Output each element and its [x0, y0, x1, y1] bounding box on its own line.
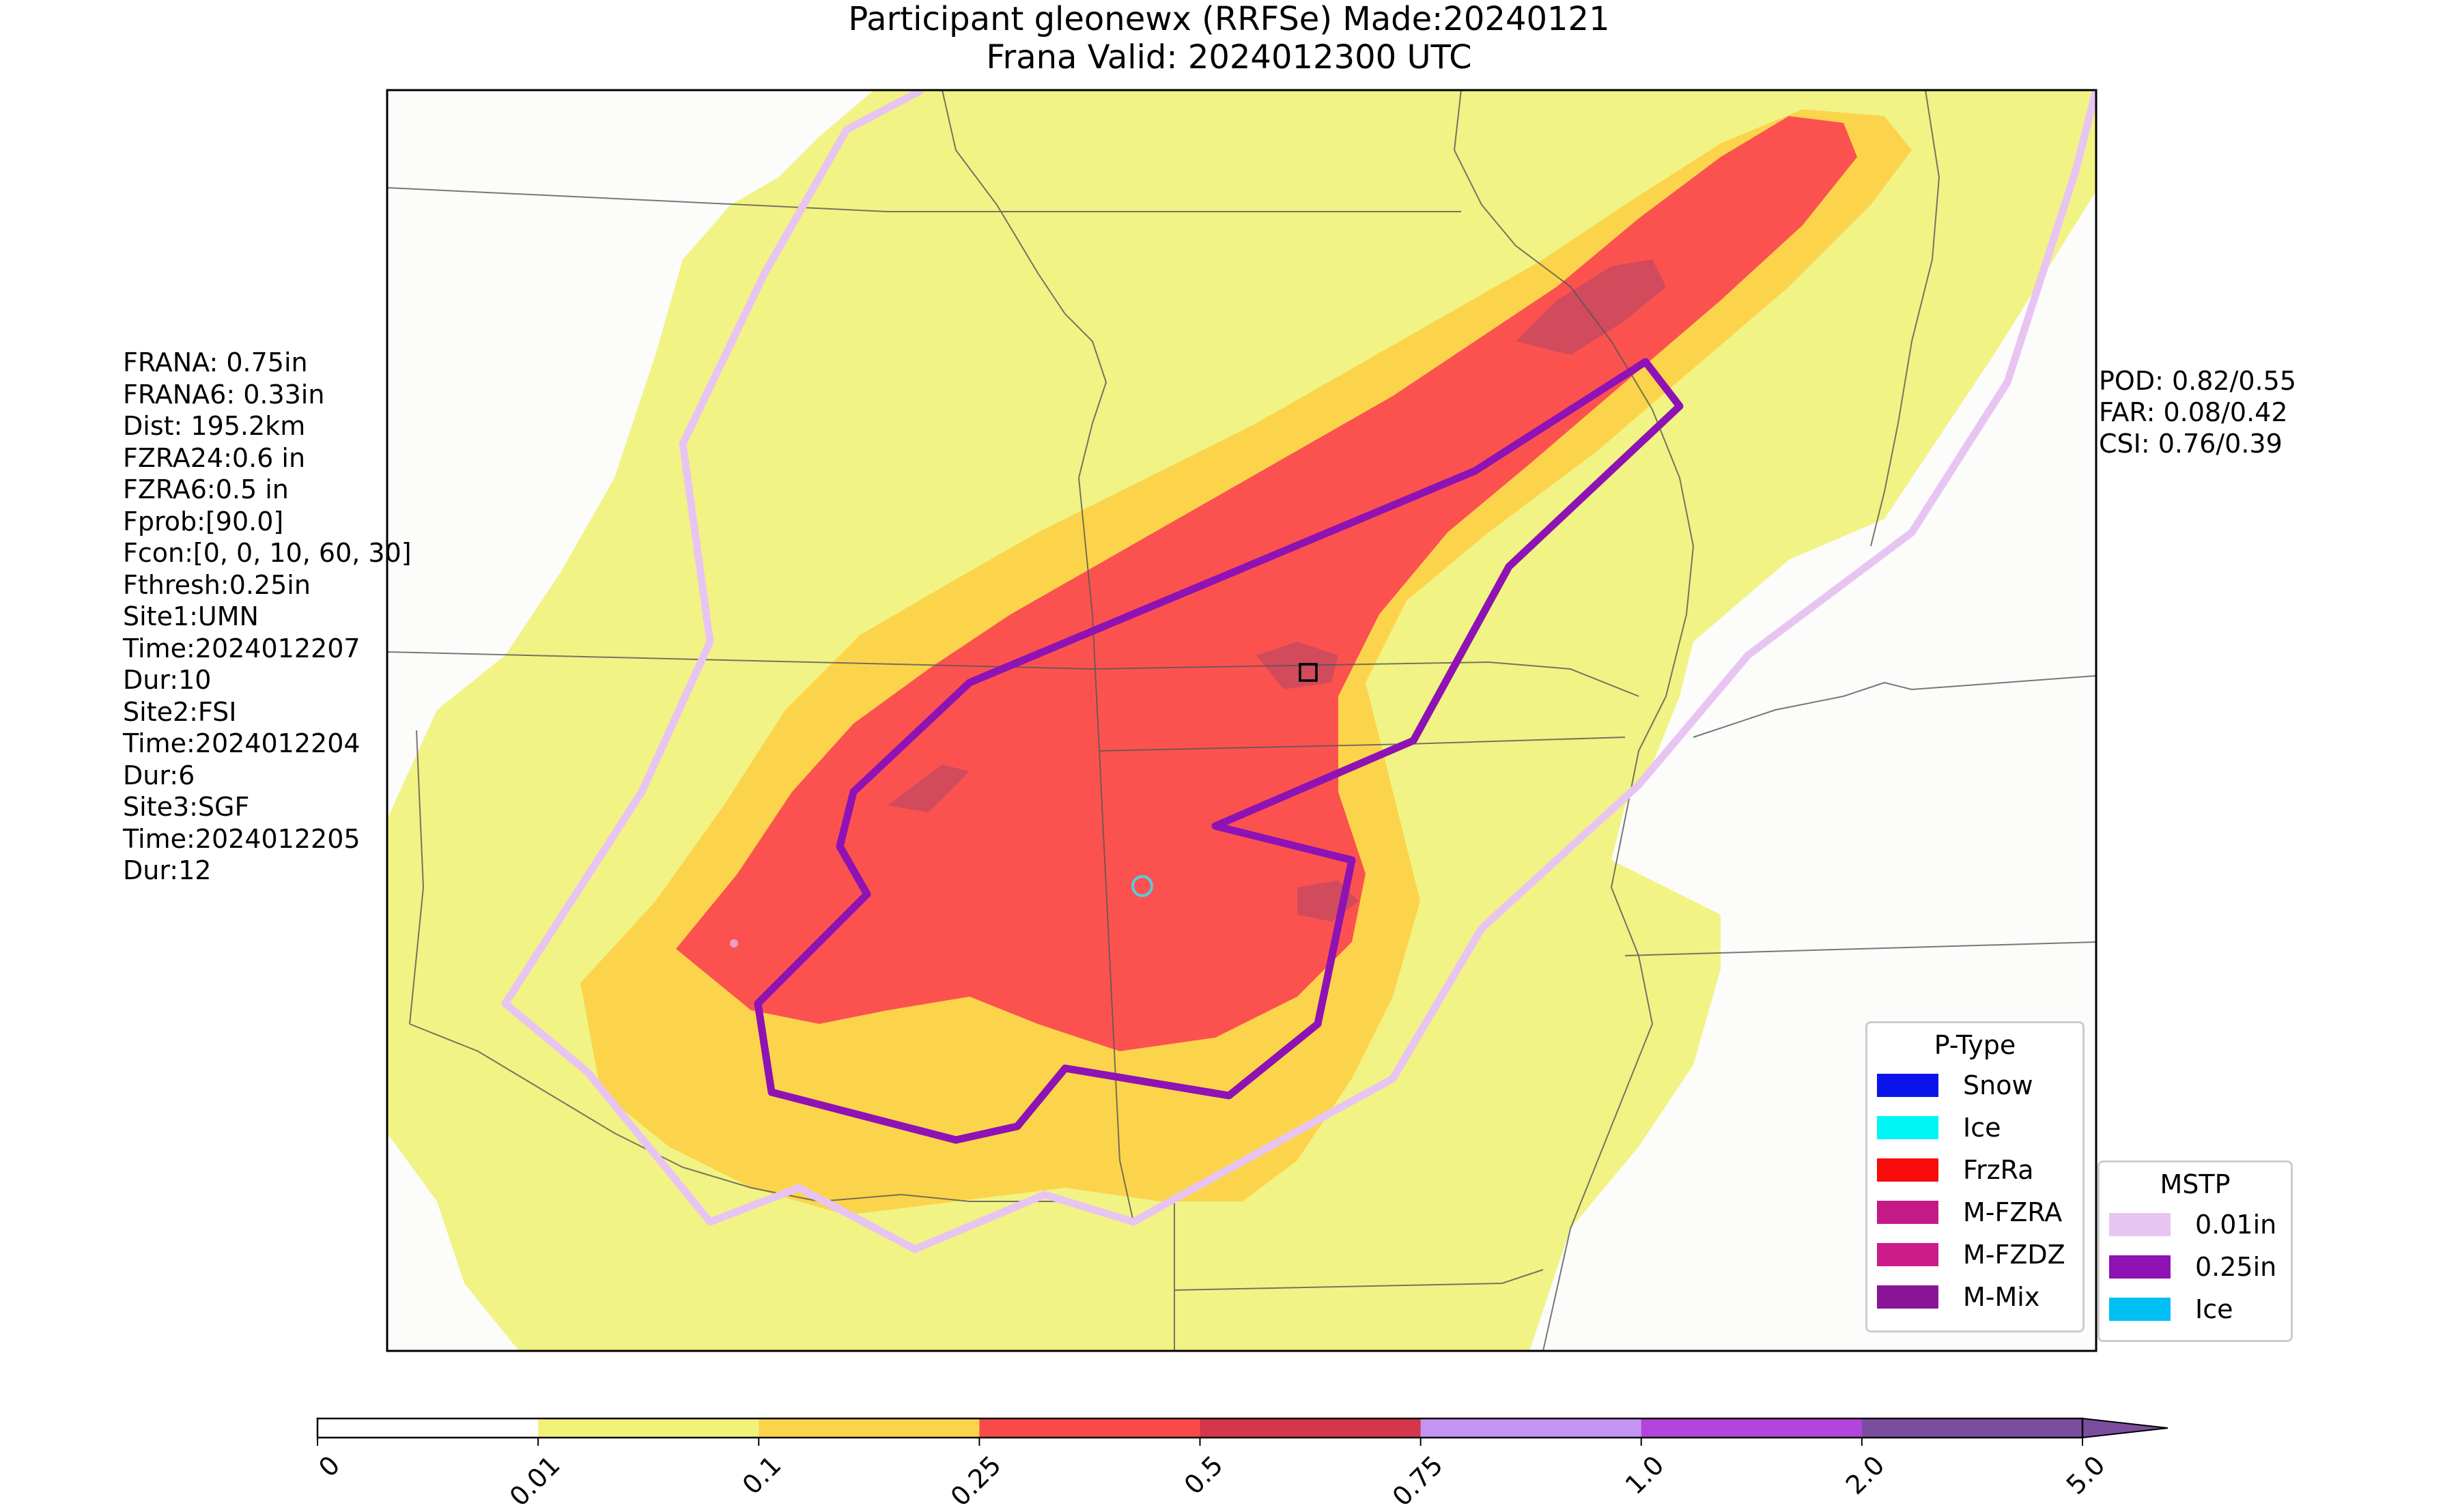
- stat-line: Fcon:[0, 0, 10, 60, 30]: [123, 538, 412, 568]
- legend-entry: FrzRa: [1867, 1149, 2082, 1191]
- stat-line: Dur:10: [123, 665, 212, 695]
- colorbar-segment: [1420, 1418, 1642, 1438]
- state-boundaries: [387, 90, 2096, 1351]
- legend-entry: Ice: [1867, 1107, 2082, 1149]
- legend-swatch: [2109, 1298, 2171, 1321]
- legend-mstp: MSTP 0.01in 0.25in Ice: [2097, 1160, 2293, 1342]
- precip-gap-nw: [387, 90, 874, 737]
- legend-label: M-FZDZ: [1963, 1240, 2065, 1270]
- legend-ptype-title: P-Type: [1934, 1030, 2016, 1060]
- legend-label: 0.25in: [2195, 1252, 2277, 1282]
- stat-line: FZRA24:0.6 in: [123, 442, 306, 473]
- stat-line: Time:2024012204: [123, 728, 361, 758]
- legend-swatch: [1877, 1201, 1938, 1224]
- stat-line: Site1:UMN: [123, 601, 259, 631]
- legend-swatch: [1877, 1074, 1938, 1097]
- colorbar-segment: [1200, 1418, 1422, 1438]
- stat-line: Site3:SGF: [123, 792, 250, 822]
- stat-line: Time:2024012207: [123, 633, 361, 664]
- stat-line: Dist: 195.2km: [123, 411, 306, 441]
- stat-line: Dur:12: [123, 855, 212, 885]
- site-marker-square: [1299, 663, 1318, 682]
- legend-ptype: P-Type Snow Ice FrzRa M-FZRA M-FZDZ M-Mix: [1865, 1021, 2085, 1332]
- legend-swatch: [2109, 1255, 2171, 1279]
- site-marker-dot: [730, 939, 738, 947]
- legend-swatch: [1877, 1243, 1938, 1266]
- legend-entry: 0.25in: [2100, 1246, 2291, 1288]
- legend-label: M-FZRA: [1963, 1197, 2063, 1227]
- legend-entry: M-FZRA: [1867, 1191, 2082, 1233]
- score-line: CSI: 0.76/0.39: [2099, 429, 2283, 459]
- legend-entry: M-Mix: [1867, 1276, 2082, 1318]
- stat-line: Fthresh:0.25in: [123, 569, 311, 600]
- stat-line: Site2:FSI: [123, 696, 237, 727]
- legend-swatch: [2109, 1213, 2171, 1236]
- legend-swatch: [1877, 1158, 1938, 1182]
- colorbar-segment: [538, 1418, 759, 1438]
- mstp-0.01in-contour: [501, 90, 2096, 1253]
- colorbar-segment: [759, 1418, 980, 1438]
- forecast-stats-left: FRANA: 0.75in FRANA6: 0.33in Dist: 195.2km…: [123, 347, 412, 887]
- stat-line: Dur:6: [123, 760, 195, 790]
- legend-label: M-Mix: [1963, 1282, 2040, 1312]
- stat-line: Time:2024012205: [123, 823, 361, 854]
- title-line-2: Frana Valid: 2024012300 UTC: [986, 38, 1472, 76]
- colorbar-segment: [979, 1418, 1200, 1438]
- colorbar-segment: [1861, 1418, 2083, 1438]
- legend-entry: Snow: [1867, 1064, 2082, 1107]
- legend-label: Ice: [2195, 1294, 2233, 1324]
- stat-line: FRANA6: 0.33in: [123, 379, 325, 410]
- verification-stats-right: POD: 0.82/0.55 FAR: 0.08/0.42 CSI: 0.76/0.…: [2099, 365, 2296, 459]
- legend-label: Snow: [1963, 1070, 2033, 1100]
- legend-entry: 0.01in: [2100, 1203, 2291, 1246]
- stat-line: FRANA: 0.75in: [123, 347, 308, 377]
- stat-line: FZRA6:0.5 in: [123, 474, 289, 504]
- title-line-1: Participant gleonewx (RRFSe) Made:202401…: [848, 0, 1610, 38]
- precip-shade-0.5in-west: [888, 765, 970, 812]
- map-frame: [386, 89, 2097, 1352]
- legend-swatch: [1877, 1285, 1938, 1309]
- legend-swatch: [1877, 1116, 1938, 1139]
- score-line: FAR: 0.08/0.42: [2099, 397, 2288, 427]
- legend-entry: M-FZDZ: [1867, 1233, 2082, 1276]
- score-line: POD: 0.82/0.55: [2099, 366, 2296, 396]
- colorbar-extension: [2082, 1417, 2169, 1439]
- site-marker-circle: [1131, 875, 1153, 897]
- stat-line: Fprob:[90.0]: [123, 506, 284, 537]
- colorbar-segment: [317, 1418, 539, 1438]
- colorbar-segment: [1641, 1418, 1863, 1438]
- legend-label: Ice: [1963, 1113, 2001, 1143]
- legend-label: FrzRa: [1963, 1155, 2034, 1185]
- colorbar: [316, 1417, 2169, 1446]
- legend-label: 0.01in: [2195, 1210, 2277, 1240]
- precip-shade-0.5in-ne: [1516, 259, 1666, 355]
- legend-entry: Ice: [2100, 1288, 2291, 1330]
- legend-mstp-title: MSTP: [2160, 1169, 2231, 1199]
- mstp-0.25in-contour: [754, 358, 1684, 1144]
